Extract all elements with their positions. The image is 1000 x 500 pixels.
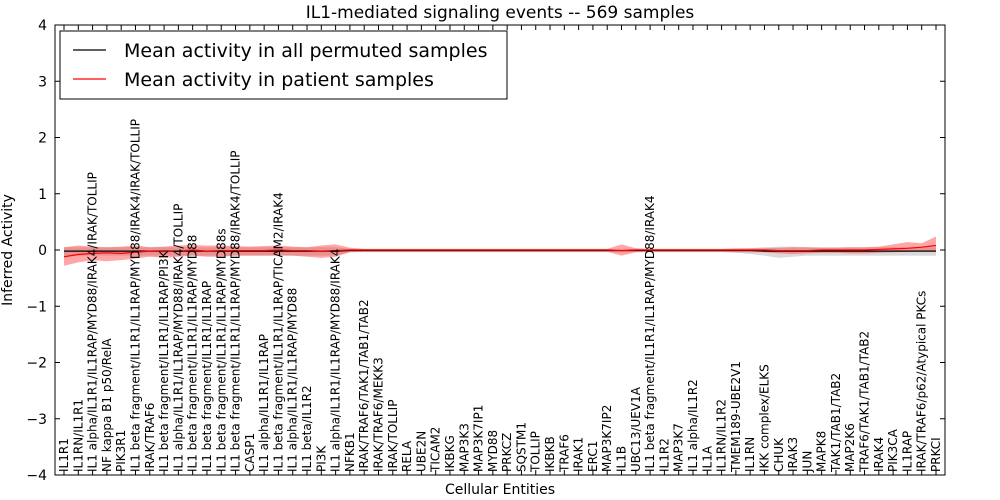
x-tick-label: PIK3R1: [114, 430, 128, 472]
y-tick-label: −2: [26, 356, 47, 372]
y-tick-label: 3: [38, 74, 47, 90]
x-tick-label: MAP2K6: [843, 423, 857, 472]
x-tick-label: IRAK3: [786, 437, 800, 472]
x-tick-label: IL1 alpha/IL1R1/IL1RAP/MYD88/IRAK4: [329, 249, 343, 472]
y-tick-label: 0: [38, 243, 47, 259]
x-tick-label: IL1RN/IL1R1: [71, 399, 85, 472]
x-tick-label: IRAK/TRAF6/TAK1/TAB1/TAB2: [357, 299, 371, 472]
x-tick-label: IL1B: [615, 446, 629, 472]
y-tick-label: 4: [38, 18, 47, 34]
x-tick-label: MAP3K7IP1: [472, 405, 486, 472]
x-tick-label: CHUK: [772, 437, 786, 472]
x-tick-label: PRKCZ: [500, 433, 514, 472]
x-tick-label: IL1 alpha/IL1R1/IL1RAP/MYD88: [286, 288, 300, 472]
x-tick-label: IL1RN: [743, 437, 757, 472]
y-tick-label: 1: [38, 187, 47, 203]
x-axis-label: Cellular Entities: [445, 482, 555, 498]
x-tick-label: UBE2N: [414, 431, 428, 472]
y-tick-label: 2: [38, 131, 47, 147]
x-axis: IL1R1 IL1RN/IL1R1 IL1 alpha/IL1R1/IL1RAP/M…: [57, 25, 943, 475]
x-tick-label: IL1 alpha/IL1R2: [686, 379, 700, 472]
x-tick-label: UBC13/UEV1A: [629, 386, 643, 472]
x-tick-label: IL1 alpha/IL1R1/IL1RAP/MYD88/IRAK4/TOLLI…: [171, 204, 185, 472]
x-tick-label: PIK3CA: [886, 428, 900, 472]
x-tick-label: IL1 beta fragment/IL1R1/IL1RAP/MYD88/IRA…: [128, 119, 142, 472]
x-tick-label: IRAK/TOLLIP: [386, 400, 400, 472]
x-tick-label: IRAK/TRAF6/MEKK3: [371, 357, 385, 472]
x-tick-label: TRAF6/TAK1/TAB1/TAB2: [858, 331, 872, 473]
legend-label-patient: Mean activity in patient samples: [124, 69, 434, 91]
x-tick-label: IL1 beta fragment/IL1R1/IL1RAP/TICAM2/IR…: [271, 192, 285, 472]
y-tick-label: −4: [26, 468, 47, 484]
x-tick-label: IL1 beta fragment/IL1R1/IL1RAP/MYD88/IRA…: [229, 151, 243, 472]
x-tick-label: IRAK/TRAF6/p62/Atypical PKCs: [915, 291, 929, 472]
y-axis-label: Inferred Activity: [0, 194, 16, 306]
x-tick-label: TRAF6: [557, 434, 571, 473]
x-tick-label: IL1R2: [657, 438, 671, 472]
x-tick-label: IL1A: [700, 445, 714, 472]
x-tick-label: IKBKG: [443, 435, 457, 472]
x-tick-label: IL1 beta/IL1R2: [300, 385, 314, 472]
x-tick-label: TAK1/TAB1/TAB2: [829, 373, 843, 473]
x-tick-label: JUN: [800, 451, 814, 473]
x-tick-label: IKBKB: [543, 436, 557, 472]
x-tick-label: IRAK4: [872, 437, 886, 472]
x-tick-label: IKK complex/ELKS: [757, 364, 771, 472]
y-tick-label: −1: [26, 299, 47, 315]
x-tick-label: IL1R1: [57, 438, 71, 472]
legend-label-permuted: Mean activity in all permuted samples: [124, 40, 487, 62]
x-tick-label: IL1 alpha/IL1R1/IL1RAP/MYD88/IRAK4/IRAK/…: [86, 172, 100, 472]
legend-box: [59, 30, 508, 100]
x-tick-label: TMEM189-UBE2V1: [729, 361, 743, 473]
x-tick-label: NFKB1: [343, 432, 357, 472]
x-tick-label: MAP3K7: [672, 423, 686, 472]
x-tick-label: IL1RN/IL1R2: [715, 399, 729, 472]
x-tick-label: RELA: [400, 440, 414, 472]
x-tick-label: IL1 beta fragment/IL1R1/IL1RAP: [200, 281, 214, 472]
x-tick-label: SQSTM1: [514, 422, 528, 472]
series-line-patient: [63, 244, 937, 258]
x-tick-label: NF kappa B1 p50/RelA: [100, 338, 114, 472]
x-tick-label: MAP3K7IP2: [600, 405, 614, 472]
x-tick-label: IL1 beta fragment/IL1R1/IL1RAP/MYD88: [186, 235, 200, 472]
x-tick-label: PI3K: [314, 445, 328, 472]
x-tick-label: IL1 beta fragment/IL1R1/IL1RAP/PI3K: [157, 249, 171, 472]
y-tick-label: −3: [26, 412, 47, 428]
x-tick-label: MYD88: [486, 430, 500, 472]
x-tick-label: IL1 beta fragment/IL1R1/IL1RAP/MYD88/IRA…: [643, 195, 657, 472]
x-tick-label: TOLLIP: [529, 431, 543, 473]
y-axis: 4 3 2 1 0 −1 −2 −3 −4: [26, 18, 945, 484]
chart-title: IL1-mediated signaling events -- 569 sam…: [306, 3, 695, 23]
x-tick-label: CASP1: [243, 433, 257, 472]
x-tick-label: IL1 beta fragment/IL1R1/IL1RAP/MYD88s: [214, 228, 228, 472]
x-tick-label: MAP3K3: [457, 423, 471, 472]
x-tick-label: IL1 alpha/IL1R1/IL1RAP: [257, 334, 271, 472]
x-tick-label: IRAK/TRAF6: [143, 403, 157, 472]
x-tick-label: PRKCI: [929, 437, 943, 472]
plot-frame: [54, 24, 946, 476]
x-tick-label: MAPK8: [815, 431, 829, 472]
x-tick-label: ERC1: [586, 441, 600, 472]
legend: Mean activity in all permuted samples Me…: [59, 30, 508, 100]
x-tick-label: IL1RAP: [900, 431, 914, 472]
x-tick-label: TICAM2: [429, 427, 443, 473]
x-tick-label: IRAK1: [572, 437, 586, 472]
series-lines: [63, 244, 937, 258]
